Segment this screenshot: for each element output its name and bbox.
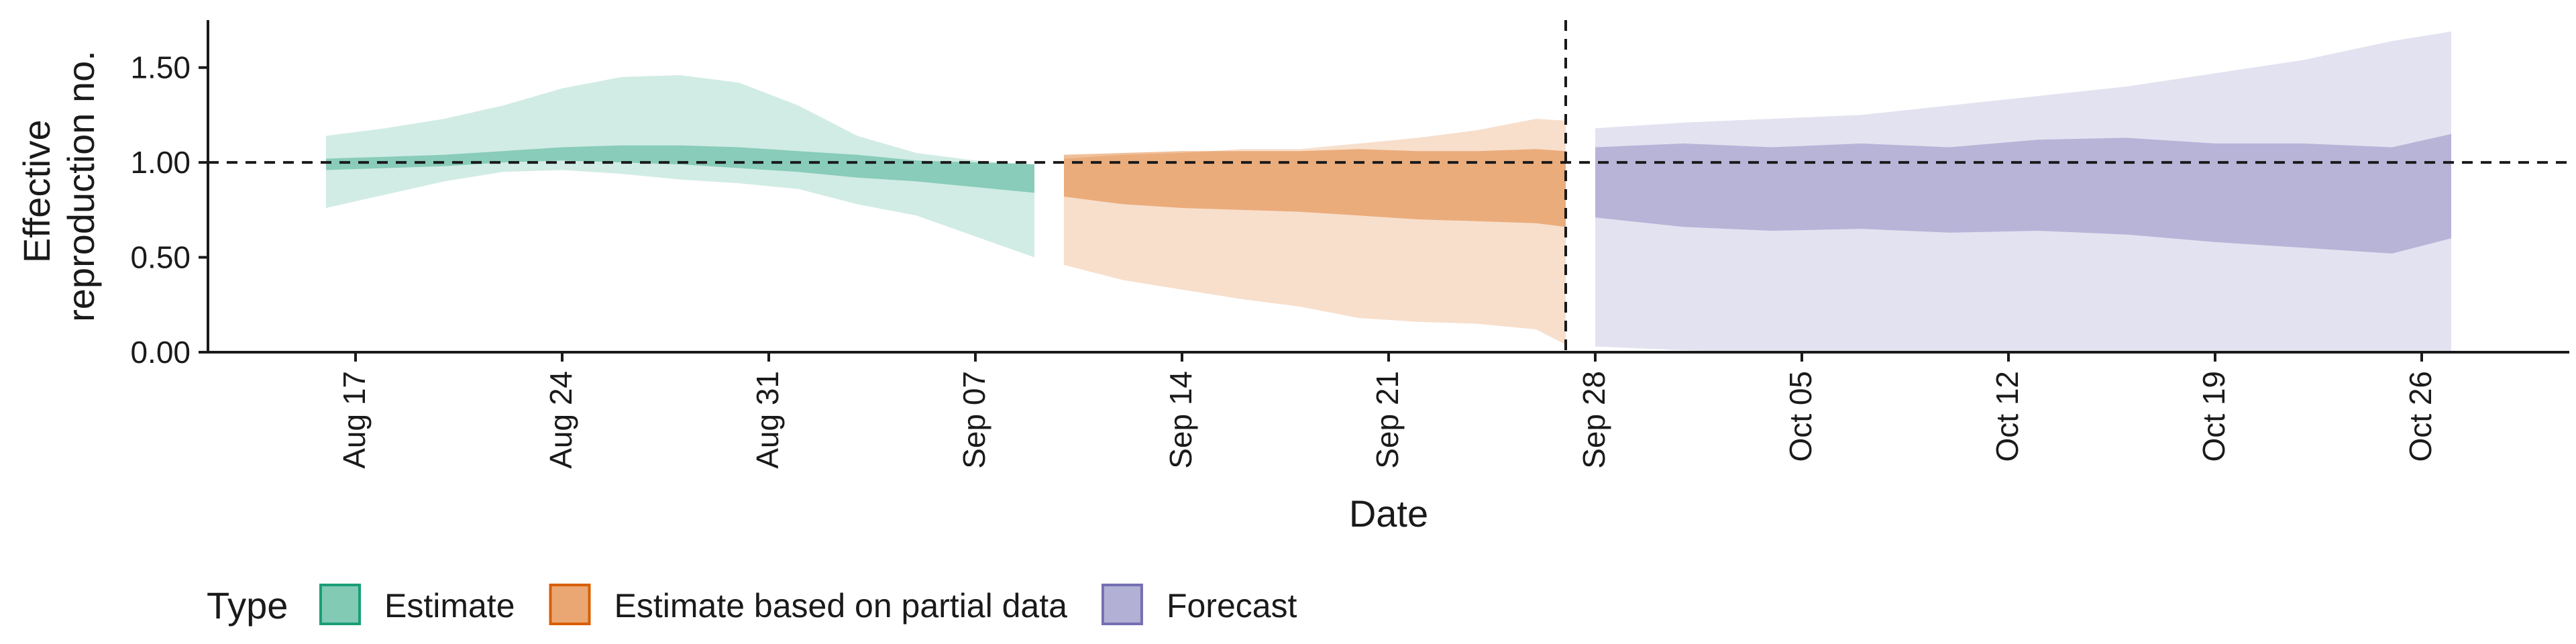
legend-key-estimate bbox=[319, 584, 361, 625]
x-ticks: Aug 17 Aug 24 Aug 31 Sep 07 Sep 14 Sep 21 Sep … bbox=[337, 352, 2438, 469]
y-axis-title-line-2: reproduction no. bbox=[60, 50, 102, 322]
y-tick-label: 0.00 bbox=[130, 335, 191, 370]
y-tick-label: 1.50 bbox=[130, 50, 191, 85]
legend-title: Type bbox=[207, 584, 288, 627]
x-tick-label: Aug 17 bbox=[337, 371, 372, 469]
legend: Type Estimate Estimate based on partial d… bbox=[207, 583, 1297, 627]
y-ticks: 0.00 0.50 1.00 1.50 bbox=[130, 50, 208, 370]
x-tick-label: Sep 14 bbox=[1163, 371, 1198, 469]
band-inner-forecast bbox=[1595, 133, 2451, 254]
legend-key-estimate-based-on-partial-data bbox=[549, 584, 591, 625]
x-tick-label: Aug 24 bbox=[543, 371, 578, 469]
x-tick-label: Oct 12 bbox=[1990, 371, 2025, 462]
y-tick-label: 1.00 bbox=[130, 145, 191, 180]
x-tick-label: Sep 21 bbox=[1370, 371, 1405, 469]
x-tick-label: Sep 07 bbox=[957, 371, 991, 469]
x-tick-label: Aug 31 bbox=[750, 371, 785, 469]
x-tick-label: Oct 19 bbox=[2196, 371, 2231, 462]
y-axis-title: Effective reproduction no. bbox=[15, 50, 102, 322]
band-outer-estimate-based-on-partial-data bbox=[1064, 119, 1566, 345]
legend-key-forecast bbox=[1101, 584, 1143, 625]
legend-label-estimate: Estimate bbox=[384, 587, 515, 625]
plot-area bbox=[208, 20, 2569, 352]
legend-label-estimate-based-on-partial-data: Estimate based on partial data bbox=[614, 587, 1068, 625]
x-tick-label: Sep 28 bbox=[1576, 371, 1611, 469]
x-tick-label: Oct 05 bbox=[1783, 371, 1818, 462]
y-axis-title-line-1: Effective bbox=[15, 119, 58, 263]
band-inner-estimate bbox=[326, 145, 1034, 193]
x-tick-label: Oct 26 bbox=[2403, 371, 2438, 462]
legend-label-forecast: Forecast bbox=[1167, 587, 1297, 625]
band-outer-forecast bbox=[1595, 32, 2451, 352]
x-axis-title: Date bbox=[1349, 492, 1428, 535]
band-inner-estimate-based-on-partial-data bbox=[1064, 149, 1566, 227]
band-outer-estimate bbox=[326, 75, 1034, 258]
y-tick-label: 0.50 bbox=[130, 240, 191, 275]
axes: 0.00 0.50 1.00 1.50 Aug 17 Aug 24 Aug 31 Sep 0… bbox=[130, 20, 2569, 469]
